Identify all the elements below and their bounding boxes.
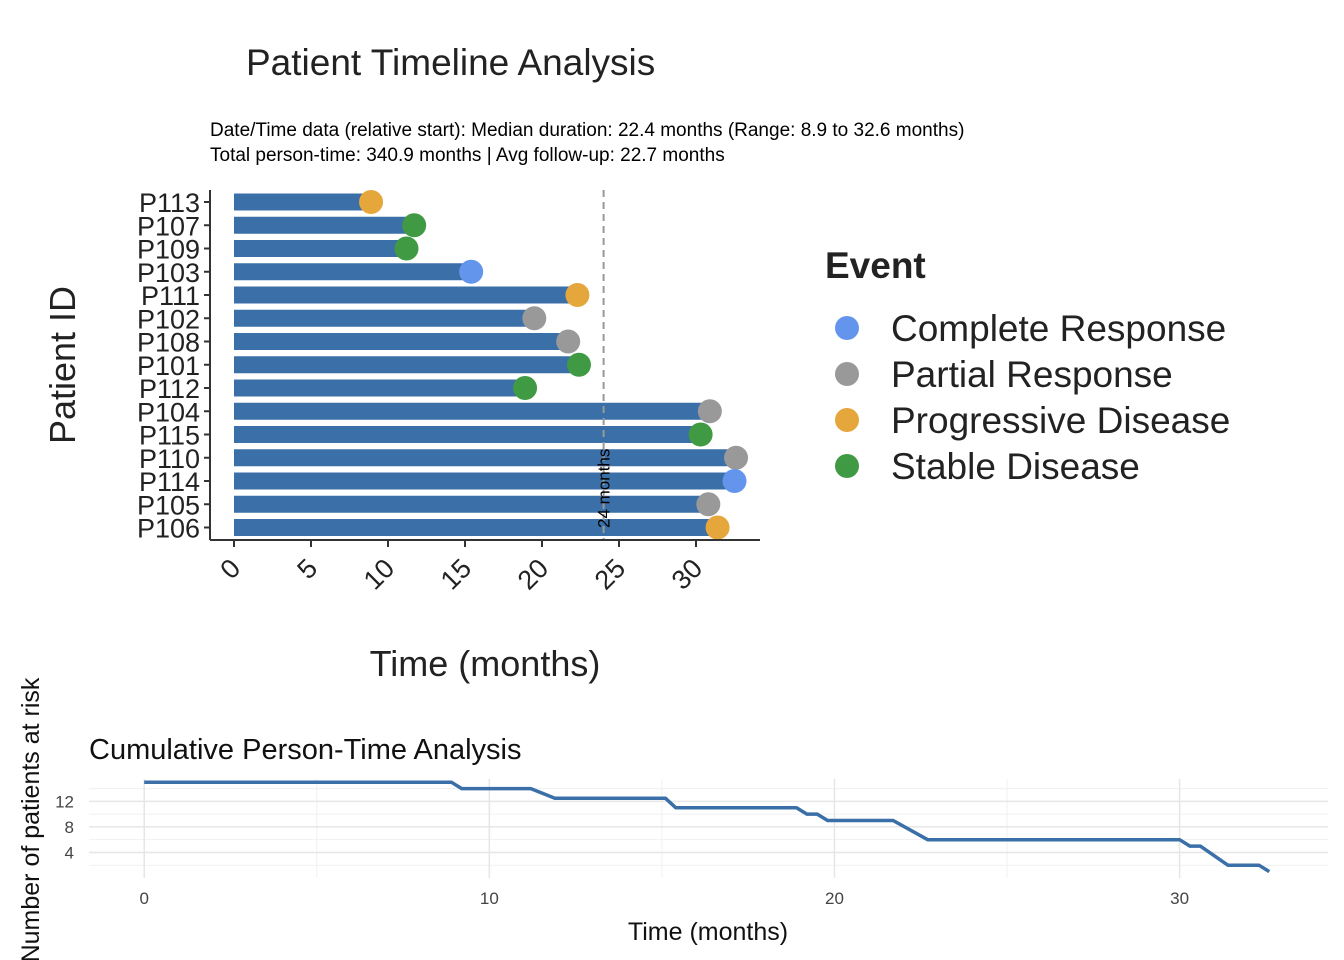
bar-P104: [234, 402, 710, 420]
y-tick-label: P104: [137, 397, 200, 427]
legend-label: Partial Response: [891, 354, 1173, 395]
legend-key: [835, 316, 859, 340]
timeline-chart: Patient Timeline Analysis Date/Time data…: [42, 42, 1230, 684]
legend-key: [835, 362, 859, 386]
event-point-P103: [459, 259, 484, 284]
bottom-chart-title: Cumulative Person-Time Analysis: [89, 734, 521, 766]
x-tick-label: 20: [512, 553, 554, 595]
bar-P107: [234, 216, 415, 234]
bottom-ticks-layer: 4 8 12 0 10 20 30: [55, 792, 1189, 908]
bars-layer: [234, 193, 737, 536]
legend-label: Progressive Disease: [891, 400, 1230, 441]
bar-P113: [234, 193, 372, 211]
event-point-P104: [697, 399, 722, 424]
event-point-P109: [394, 236, 419, 261]
patients-at-risk-line: [144, 780, 1271, 874]
event-point-P112: [513, 376, 538, 400]
y-tick-label: P111: [141, 281, 200, 311]
event-point-P115: [688, 422, 713, 447]
reference-line-label: 24 months: [595, 449, 614, 528]
event-point-P114: [722, 469, 747, 493]
y-tick-label: P110: [139, 444, 200, 474]
y-tick-label: P103: [137, 258, 200, 288]
y-tick-label: P105: [137, 490, 200, 520]
event-point-P101: [566, 352, 591, 377]
x-tick-label: 5: [291, 553, 323, 585]
y-tick-label: P109: [137, 235, 200, 265]
reference-line-layer: 24 months: [595, 190, 614, 540]
bottom-x-tick-label: 20: [825, 889, 844, 908]
chart-title: Patient Timeline Analysis: [246, 42, 655, 83]
bottom-grid-layer: [89, 779, 1328, 878]
bar-P110: [234, 449, 737, 467]
x-tick-label: 10: [358, 553, 400, 595]
y-axis-title: Patient ID: [42, 286, 83, 444]
bar-P108: [234, 333, 569, 350]
x-tick-label: 25: [589, 553, 631, 595]
bottom-x-tick-label: 10: [480, 889, 499, 908]
event-point-P107: [402, 213, 427, 238]
y-tick-label: P102: [137, 304, 200, 334]
bar-P106: [234, 519, 718, 536]
event-point-P102: [522, 306, 547, 331]
y-tick-label: P106: [137, 514, 200, 544]
x-axis-title: Time (months): [370, 643, 601, 684]
y-tick-label: P112: [139, 374, 200, 404]
x-tick-label: 30: [666, 553, 708, 595]
legend-key: [835, 408, 859, 432]
event-point-P106: [705, 515, 730, 540]
bottom-y-axis-title: Number of patients at risk: [17, 677, 45, 960]
bar-P102: [234, 309, 535, 327]
chart-subtitle-line-2: Total person-time: 340.9 months | Avg fo…: [210, 145, 725, 166]
bar-P114: [234, 472, 735, 490]
bar-P112: [234, 379, 526, 397]
bar-P109: [234, 240, 407, 257]
bar-P105: [234, 495, 709, 513]
bottom-y-tick-label: 4: [65, 843, 74, 862]
x-tick-label: 0: [214, 553, 246, 585]
bar-P103: [234, 263, 472, 281]
y-tick-label: P115: [139, 421, 200, 451]
event-point-P108: [556, 329, 581, 354]
legend: Event Complete Response Partial Response P…: [825, 245, 1230, 487]
event-point-P113: [359, 190, 384, 214]
bottom-x-tick-label: 30: [1170, 889, 1189, 908]
legend-label: Complete Response: [891, 308, 1226, 349]
bottom-y-tick-label: 12: [55, 792, 74, 811]
event-point-P110: [724, 445, 749, 470]
bottom-y-tick-label: 8: [65, 818, 74, 837]
bottom-x-axis-title: Time (months): [628, 918, 788, 946]
event-point-P111: [565, 283, 590, 307]
x-tick-label: 15: [435, 553, 477, 595]
y-tick-label: P113: [139, 188, 200, 218]
legend-label: Stable Disease: [891, 446, 1140, 487]
bottom-x-tick-label: 0: [139, 889, 148, 908]
bottom-line-layer: [144, 780, 1271, 874]
legend-key: [835, 454, 859, 478]
y-tick-label: P108: [137, 328, 200, 358]
person-time-chart: Cumulative Person-Time Analysis 4 8 12 0 10 2…: [17, 677, 1328, 960]
bar-P111: [234, 286, 578, 304]
legend-title: Event: [825, 245, 926, 286]
chart-subtitle-line-1: Date/Time data (relative start): Median …: [210, 120, 964, 141]
y-tick-label: P114: [139, 467, 200, 497]
event-points-layer: [359, 190, 749, 540]
y-tick-label: P101: [137, 351, 200, 381]
event-point-P105: [696, 492, 721, 517]
bar-P115: [234, 426, 701, 443]
bar-P101: [234, 356, 579, 374]
y-tick-label: P107: [137, 211, 200, 241]
